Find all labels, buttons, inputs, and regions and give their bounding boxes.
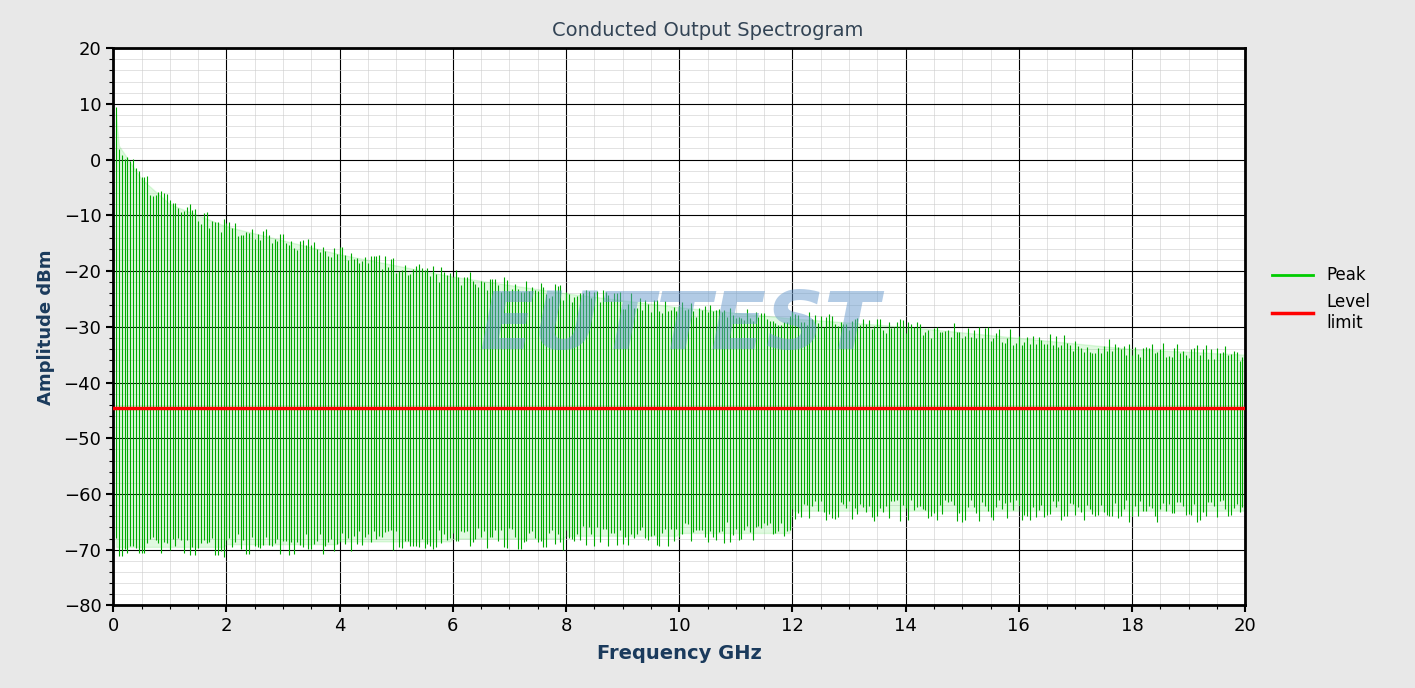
Y-axis label: Amplitude dBm: Amplitude dBm xyxy=(37,249,55,405)
Legend: Peak, Level
limit: Peak, Level limit xyxy=(1265,259,1377,338)
Text: EUTTEST: EUTTEST xyxy=(480,288,879,366)
X-axis label: Frequency GHz: Frequency GHz xyxy=(597,643,761,663)
Text: Conducted Output Spectrogram: Conducted Output Spectrogram xyxy=(552,21,863,40)
